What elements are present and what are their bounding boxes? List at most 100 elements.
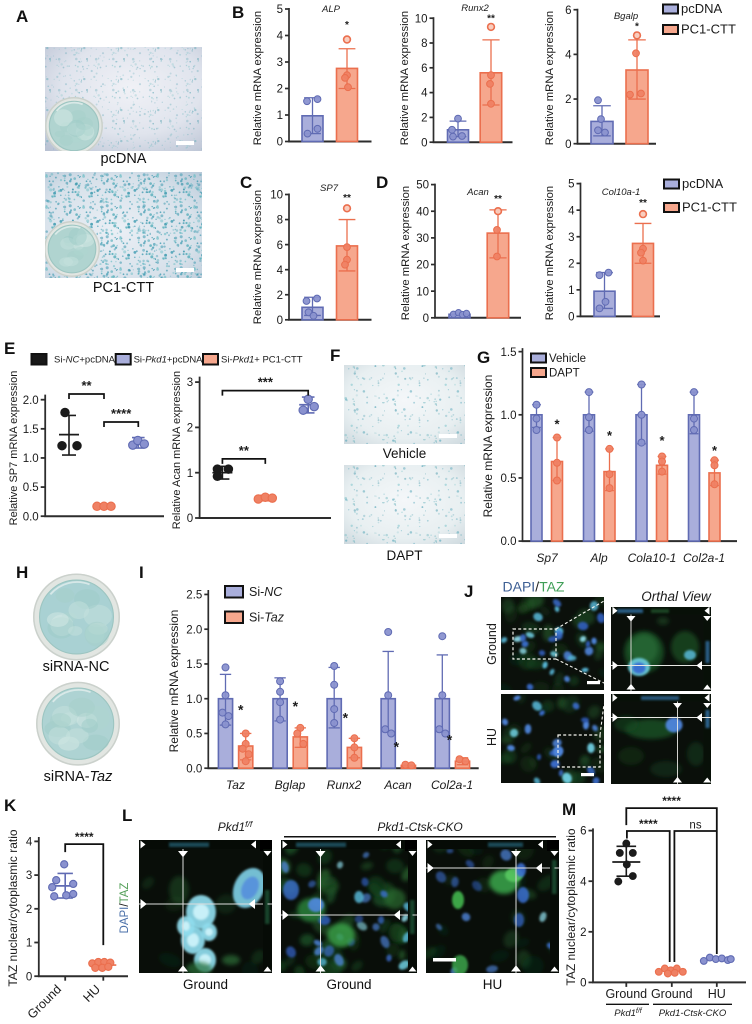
svg-text:3: 3 <box>568 232 574 244</box>
svg-text:0: 0 <box>580 978 586 990</box>
svg-text:0: 0 <box>565 139 571 151</box>
svg-text:1: 1 <box>26 938 32 950</box>
svg-text:Col10a-1: Col10a-1 <box>602 187 641 198</box>
svg-text:*: * <box>712 443 718 458</box>
svg-text:6: 6 <box>565 5 571 17</box>
svg-text:3: 3 <box>187 377 193 389</box>
svg-text:*: * <box>394 739 400 755</box>
svg-text:pcDNA: pcDNA <box>682 176 724 191</box>
svg-text:0.5: 0.5 <box>501 473 517 485</box>
svg-text:6: 6 <box>421 63 427 75</box>
svg-text:10: 10 <box>270 190 283 202</box>
svg-text:pcDNA: pcDNA <box>681 1 723 16</box>
svg-text:4: 4 <box>26 837 33 849</box>
svg-text:4: 4 <box>580 876 587 888</box>
svg-text:ns: ns <box>689 820 701 832</box>
svg-text:0: 0 <box>277 137 283 149</box>
svg-text:1.5: 1.5 <box>501 347 517 359</box>
svg-text:DAPI/TAZ: DAPI/TAZ <box>119 883 131 934</box>
svg-text:B: B <box>232 3 244 22</box>
svg-text:1.0: 1.0 <box>501 410 517 422</box>
svg-text:E: E <box>4 339 15 358</box>
svg-text:PC1-CTT: PC1-CTT <box>681 22 736 37</box>
svg-text:2: 2 <box>277 84 283 96</box>
svg-text:Pkd1f/f: Pkd1f/f <box>614 1008 643 1019</box>
svg-text:ALP: ALP <box>321 4 341 15</box>
svg-text:2: 2 <box>421 113 427 125</box>
svg-text:Sp7: Sp7 <box>536 551 559 565</box>
svg-text:0.0: 0.0 <box>186 763 202 775</box>
svg-text:1.0: 1.0 <box>186 694 202 706</box>
svg-text:20: 20 <box>416 260 429 272</box>
svg-text:3: 3 <box>277 57 283 69</box>
svg-text:2.0: 2.0 <box>186 624 202 636</box>
svg-text:2.0: 2.0 <box>23 395 39 407</box>
svg-text:**: ** <box>81 378 92 393</box>
svg-text:*: * <box>607 428 613 443</box>
svg-text:*: * <box>345 20 349 31</box>
svg-text:**: ** <box>239 443 250 458</box>
svg-text:Pkd1-Ctsk-CKO: Pkd1-Ctsk-CKO <box>659 1008 727 1019</box>
svg-text:TAZ nuclear/cytoplasmic ratio: TAZ nuclear/cytoplasmic ratio <box>564 828 578 985</box>
svg-text:**: ** <box>343 193 351 204</box>
svg-text:Si-Pkd1+pcDNA: Si-Pkd1+pcDNA <box>134 355 204 366</box>
svg-text:*: * <box>238 702 244 718</box>
svg-text:J: J <box>464 582 473 601</box>
svg-text:Bglap: Bglap <box>275 778 306 792</box>
svg-text:Relative Acan mRNA expression: Relative Acan mRNA expression <box>171 371 183 529</box>
svg-text:Cola10-1: Cola10-1 <box>628 551 677 565</box>
svg-text:*: * <box>554 417 560 432</box>
svg-text:****: **** <box>111 406 132 421</box>
svg-text:Bgalp: Bgalp <box>614 11 638 22</box>
svg-text:*: * <box>659 433 665 448</box>
svg-text:HU: HU <box>485 728 499 746</box>
svg-text:6: 6 <box>580 826 586 838</box>
svg-text:**: ** <box>494 194 502 205</box>
svg-text:Ground: Ground <box>25 982 64 1021</box>
svg-text:10: 10 <box>415 13 428 25</box>
svg-text:Vehicle: Vehicle <box>549 353 586 365</box>
svg-text:1: 1 <box>568 285 574 297</box>
svg-text:Relative SP7 mRNA expression: Relative SP7 mRNA expression <box>8 371 20 526</box>
svg-text:SP7: SP7 <box>320 183 339 194</box>
svg-text:TAZ nuclear/cytoplasmic ratio: TAZ nuclear/cytoplasmic ratio <box>6 829 20 986</box>
svg-text:4: 4 <box>277 31 284 43</box>
svg-text:Ground: Ground <box>651 987 693 1001</box>
svg-text:Pkd1-Ctsk-CKO: Pkd1-Ctsk-CKO <box>377 820 462 834</box>
svg-text:Relative mRNA expression: Relative mRNA expression <box>400 186 412 320</box>
svg-text:8: 8 <box>421 38 427 50</box>
svg-text:0.5: 0.5 <box>23 482 39 494</box>
svg-text:Acan: Acan <box>466 187 489 198</box>
svg-text:**: ** <box>639 198 647 209</box>
svg-text:Si-NC: Si-NC <box>249 585 283 599</box>
svg-text:4: 4 <box>421 88 428 100</box>
svg-text:5: 5 <box>277 4 283 16</box>
svg-text:*: * <box>635 21 639 32</box>
svg-text:****: **** <box>639 817 658 831</box>
svg-text:*: * <box>293 698 299 714</box>
svg-text:PC1-CTT: PC1-CTT <box>682 200 737 215</box>
svg-text:Pkd1f/f: Pkd1f/f <box>218 819 254 834</box>
svg-text:1.5: 1.5 <box>186 659 202 671</box>
svg-text:0.0: 0.0 <box>501 536 517 548</box>
svg-text:Si-Taz: Si-Taz <box>249 611 285 625</box>
svg-text:5: 5 <box>568 179 574 191</box>
svg-text:0: 0 <box>277 315 283 327</box>
svg-text:Relative mRNA expression: Relative mRNA expression <box>399 11 411 145</box>
svg-text:0: 0 <box>421 137 427 149</box>
svg-text:L: L <box>122 806 132 825</box>
svg-text:Ground: Ground <box>485 623 499 665</box>
svg-text:3: 3 <box>26 870 32 882</box>
svg-text:30: 30 <box>416 233 429 245</box>
svg-text:1.5: 1.5 <box>23 424 39 436</box>
svg-text:2: 2 <box>187 423 193 435</box>
svg-text:Si-Pkd1+ PC1-CTT: Si-Pkd1+ PC1-CTT <box>221 355 303 366</box>
svg-text:Runx2: Runx2 <box>327 778 362 792</box>
svg-text:***: *** <box>258 375 274 390</box>
svg-text:0.0: 0.0 <box>23 511 39 523</box>
svg-text:Relative mRNA expression: Relative mRNA expression <box>167 610 181 753</box>
svg-text:Col2a-1: Col2a-1 <box>683 551 725 565</box>
svg-text:0: 0 <box>568 312 574 324</box>
svg-text:HU: HU <box>80 982 103 1005</box>
svg-text:1: 1 <box>187 468 193 480</box>
